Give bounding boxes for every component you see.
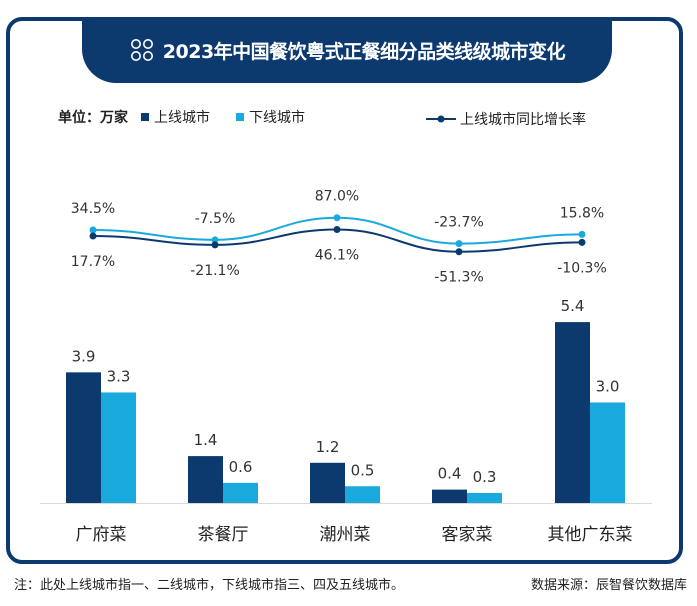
growth-label-secondary: -7.5% bbox=[195, 211, 236, 227]
chart-title: 2023年中国餐饮粤式正餐细分品类线级城市变化 bbox=[162, 40, 566, 63]
growth-label-upper-cities: -10.3% bbox=[557, 260, 607, 276]
bar-lower-cities bbox=[223, 482, 258, 503]
data-label-lower-cities: 3.0 bbox=[596, 378, 620, 396]
title-banner: 2023年中国餐饮粤式正餐细分品类线级城市变化 bbox=[82, 17, 612, 83]
bar-upper-cities bbox=[432, 489, 467, 503]
x-tick-label: 客家菜 bbox=[442, 525, 493, 545]
x-tick-label: 广府菜 bbox=[76, 525, 127, 545]
legend-item-growth-line: 上线城市同比增长率 bbox=[426, 109, 586, 129]
data-label-upper-cities: 3.9 bbox=[72, 347, 96, 365]
x-tick-label: 潮州菜 bbox=[320, 525, 371, 545]
growth-label-upper-cities: -51.3% bbox=[434, 270, 484, 286]
growth-point-secondary bbox=[333, 214, 341, 222]
data-label-lower-cities: 0.5 bbox=[351, 461, 375, 479]
growth-label-upper-cities: 17.7% bbox=[71, 254, 115, 270]
growth-point-secondary bbox=[578, 230, 586, 238]
legend-item-upper-cities: 上线城市 bbox=[141, 107, 210, 127]
x-tick-label: 茶餐厅 bbox=[198, 525, 249, 545]
grid-dots-icon bbox=[130, 39, 153, 61]
unit-label: 单位：万家 bbox=[58, 110, 128, 126]
growth-point-secondary bbox=[211, 236, 219, 244]
data-label-upper-cities: 1.2 bbox=[316, 438, 340, 456]
legend-label-growth-line: 上线城市同比增长率 bbox=[460, 112, 586, 128]
bar-upper-cities bbox=[66, 372, 101, 503]
growth-point-upper-cities bbox=[211, 241, 219, 249]
footnote-note: 注：此处上线城市指一、二线城市，下线城市指三、四及五线城市。 bbox=[14, 578, 405, 593]
bar-lower-cities bbox=[590, 402, 625, 503]
growth-point-upper-cities bbox=[455, 248, 463, 256]
growth-label-secondary: 15.8% bbox=[560, 205, 604, 221]
growth-point-upper-cities bbox=[89, 232, 97, 240]
legend: 单位：万家 上线城市 下线城市 上线城市同比增长率 bbox=[58, 107, 667, 129]
data-label-upper-cities: 0.4 bbox=[438, 465, 462, 483]
growth-point-upper-cities bbox=[578, 238, 586, 246]
growth-point-secondary bbox=[455, 240, 463, 248]
legend-line-swatch bbox=[426, 115, 456, 123]
data-label-lower-cities: 0.6 bbox=[229, 458, 253, 476]
x-tick-label: 其他广东菜 bbox=[548, 525, 633, 545]
legend-label-lower-cities: 下线城市 bbox=[249, 110, 305, 126]
growth-label-secondary: 34.5% bbox=[71, 201, 115, 217]
data-label-upper-cities: 5.4 bbox=[561, 297, 585, 315]
growth-label-secondary: 87.0% bbox=[315, 189, 359, 205]
growth-point-upper-cities bbox=[333, 226, 341, 234]
growth-point-secondary bbox=[89, 226, 97, 234]
data-label-lower-cities: 0.3 bbox=[473, 468, 497, 486]
footnote: 注：此处上线城市指一、二线城市，下线城市指三、四及五线城市。 数据来源：辰智餐饮… bbox=[0, 574, 697, 594]
legend-label-upper-cities: 上线城市 bbox=[154, 110, 210, 126]
bar-upper-cities bbox=[555, 322, 590, 503]
legend-swatch-lower-cities bbox=[236, 113, 244, 121]
bar-upper-cities bbox=[310, 462, 345, 503]
legend-swatch-upper-cities bbox=[141, 113, 149, 121]
bar-lower-cities bbox=[345, 486, 380, 503]
growth-label-upper-cities: -21.1% bbox=[190, 263, 240, 279]
data-label-lower-cities: 3.3 bbox=[107, 367, 131, 385]
growth-label-upper-cities: 46.1% bbox=[315, 248, 359, 264]
bar-lower-cities bbox=[467, 492, 502, 503]
bar-upper-cities bbox=[188, 456, 223, 503]
data-label-upper-cities: 1.4 bbox=[194, 431, 218, 449]
bar-lower-cities bbox=[101, 392, 136, 503]
growth-label-secondary: -23.7% bbox=[434, 215, 484, 231]
footnote-source: 数据来源：辰智餐饮数据库 bbox=[530, 578, 687, 593]
legend-item-lower-cities: 下线城市 bbox=[236, 107, 305, 127]
